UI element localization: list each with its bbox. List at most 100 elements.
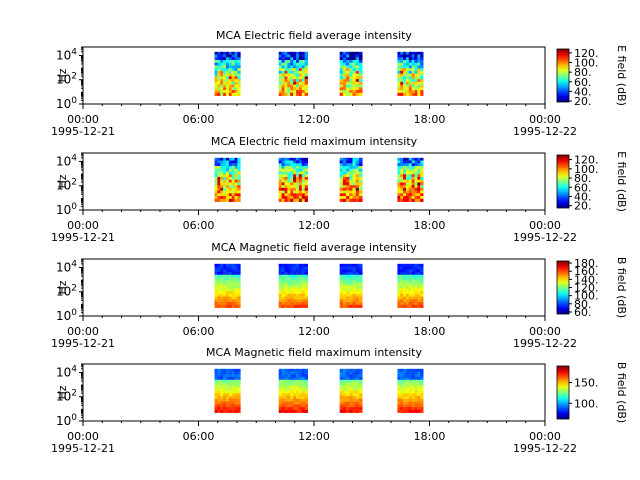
colorbar-label: B field (dB) (615, 257, 628, 318)
x-date-label: 1995-12-22 (513, 125, 577, 138)
colorbar (556, 48, 570, 103)
y-tick-exponent: 4 (71, 47, 77, 57)
data-block (339, 368, 363, 413)
y-axis-label: Hz (56, 174, 69, 188)
y-tick-exponent: 4 (71, 259, 77, 269)
colorbar-tick-label: 60. (574, 306, 592, 319)
panel-1: MCA Electric field average intensity 100 1… (51, 29, 628, 138)
colorbar-tick-label: 100. (574, 56, 599, 69)
y-tick-label: 100 (56, 96, 77, 111)
y-tick-label: 104 (56, 364, 77, 379)
colorbar (556, 260, 570, 315)
x-date-label: 1995-12-21 (51, 337, 115, 350)
x-tick-label: 00:00 (67, 219, 99, 232)
y-tick-exponent: 4 (71, 364, 77, 374)
x-tick-label: 18:00 (414, 219, 446, 232)
x-tick-label: 00:00 (529, 113, 561, 126)
colorbar-tick-label: 140. (574, 273, 599, 286)
y-tick-exponent: 2 (71, 72, 77, 82)
y-tick-label: 100 (56, 413, 77, 428)
x-tick-label: 06:00 (183, 113, 215, 126)
x-tick-label: 06:00 (183, 325, 215, 338)
data-block (214, 51, 241, 96)
colorbar-tick-label: 20. (574, 95, 592, 108)
colorbar (556, 154, 570, 209)
x-tick-label: 00:00 (67, 430, 99, 443)
x-tick-label: 00:00 (529, 219, 561, 232)
data-block (339, 51, 363, 96)
colorbar-tick-label: 120. (574, 47, 599, 60)
x-tick-label: 00:00 (529, 430, 561, 443)
x-tick-label: 12:00 (298, 113, 330, 126)
data-block (397, 263, 424, 308)
data-block (214, 368, 241, 413)
y-tick-exponent: 0 (71, 308, 77, 318)
y-tick-label: 104 (56, 47, 77, 62)
y-axis-label: Hz (56, 385, 69, 399)
y-tick-exponent: 0 (71, 202, 77, 212)
colorbar-tick-label: 120. (574, 154, 599, 167)
panel-title: MCA Electric field maximum intensity (211, 135, 418, 148)
y-tick-label: 104 (56, 259, 77, 274)
colorbar-tick-label: 40. (574, 85, 592, 98)
colorbar-label: B field (dB) (615, 362, 628, 423)
panel-title: MCA Magnetic field maximum intensity (206, 346, 422, 359)
colorbar-tick-label: 60. (574, 181, 592, 194)
data-block (278, 368, 308, 413)
y-tick-exponent: 2 (71, 284, 77, 294)
colorbar-tick-label: 120. (574, 282, 599, 295)
x-date-label: 1995-12-22 (513, 337, 577, 350)
y-axis-label: Hz (56, 280, 69, 294)
colorbar-tick-label: 100. (574, 397, 599, 410)
y-tick-exponent: 0 (71, 413, 77, 423)
colorbar-label: E field (dB) (615, 45, 628, 106)
colorbar (556, 365, 570, 420)
colorbar-tick-label: 100. (574, 163, 599, 176)
x-date-label: 1995-12-22 (513, 231, 577, 244)
plot-frame (82, 363, 546, 422)
x-tick-label: 06:00 (183, 219, 215, 232)
data-block (339, 263, 363, 308)
x-tick-label: 12:00 (298, 219, 330, 232)
plot-frame (82, 258, 546, 317)
data-block (339, 157, 363, 202)
panel-title: MCA Electric field average intensity (216, 29, 412, 42)
y-tick-exponent: 2 (71, 178, 77, 188)
x-tick-label: 12:00 (298, 430, 330, 443)
panel-4: MCA Magnetic field maximum intensity 100 1… (51, 346, 628, 455)
colorbar-tick-label: 60. (574, 76, 592, 89)
data-block (397, 157, 424, 202)
data-block (278, 263, 308, 308)
data-block (214, 157, 241, 202)
y-axis-label: Hz (56, 68, 69, 82)
data-block (278, 157, 308, 202)
x-date-label: 1995-12-21 (51, 442, 115, 455)
colorbar-tick-label: 160. (574, 265, 599, 278)
data-block (397, 368, 424, 413)
x-tick-label: 00:00 (67, 325, 99, 338)
data-block (278, 51, 308, 96)
colorbar-tick-label: 80. (574, 298, 592, 311)
data-block (214, 263, 241, 308)
x-tick-label: 00:00 (67, 113, 99, 126)
y-tick-exponent: 4 (71, 153, 77, 163)
panel-2: MCA Electric field maximum intensity 100 1… (51, 135, 628, 244)
colorbar-tick-label: 100. (574, 290, 599, 303)
colorbar-label: E field (dB) (615, 151, 628, 212)
x-tick-label: 12:00 (298, 325, 330, 338)
plot-frame (82, 152, 546, 211)
y-tick-label: 104 (56, 153, 77, 168)
panel-title: MCA Magnetic field average intensity (211, 241, 417, 254)
y-tick-exponent: 0 (71, 96, 77, 106)
y-tick-label: 100 (56, 202, 77, 217)
x-tick-label: 18:00 (414, 113, 446, 126)
x-tick-label: 18:00 (414, 430, 446, 443)
x-tick-label: 06:00 (183, 430, 215, 443)
x-tick-label: 00:00 (529, 325, 561, 338)
y-tick-exponent: 2 (71, 389, 77, 399)
y-tick-label: 100 (56, 308, 77, 323)
x-date-label: 1995-12-22 (513, 442, 577, 455)
colorbar-tick-label: 20. (574, 200, 592, 213)
colorbar-tick-label: 80. (574, 66, 592, 79)
